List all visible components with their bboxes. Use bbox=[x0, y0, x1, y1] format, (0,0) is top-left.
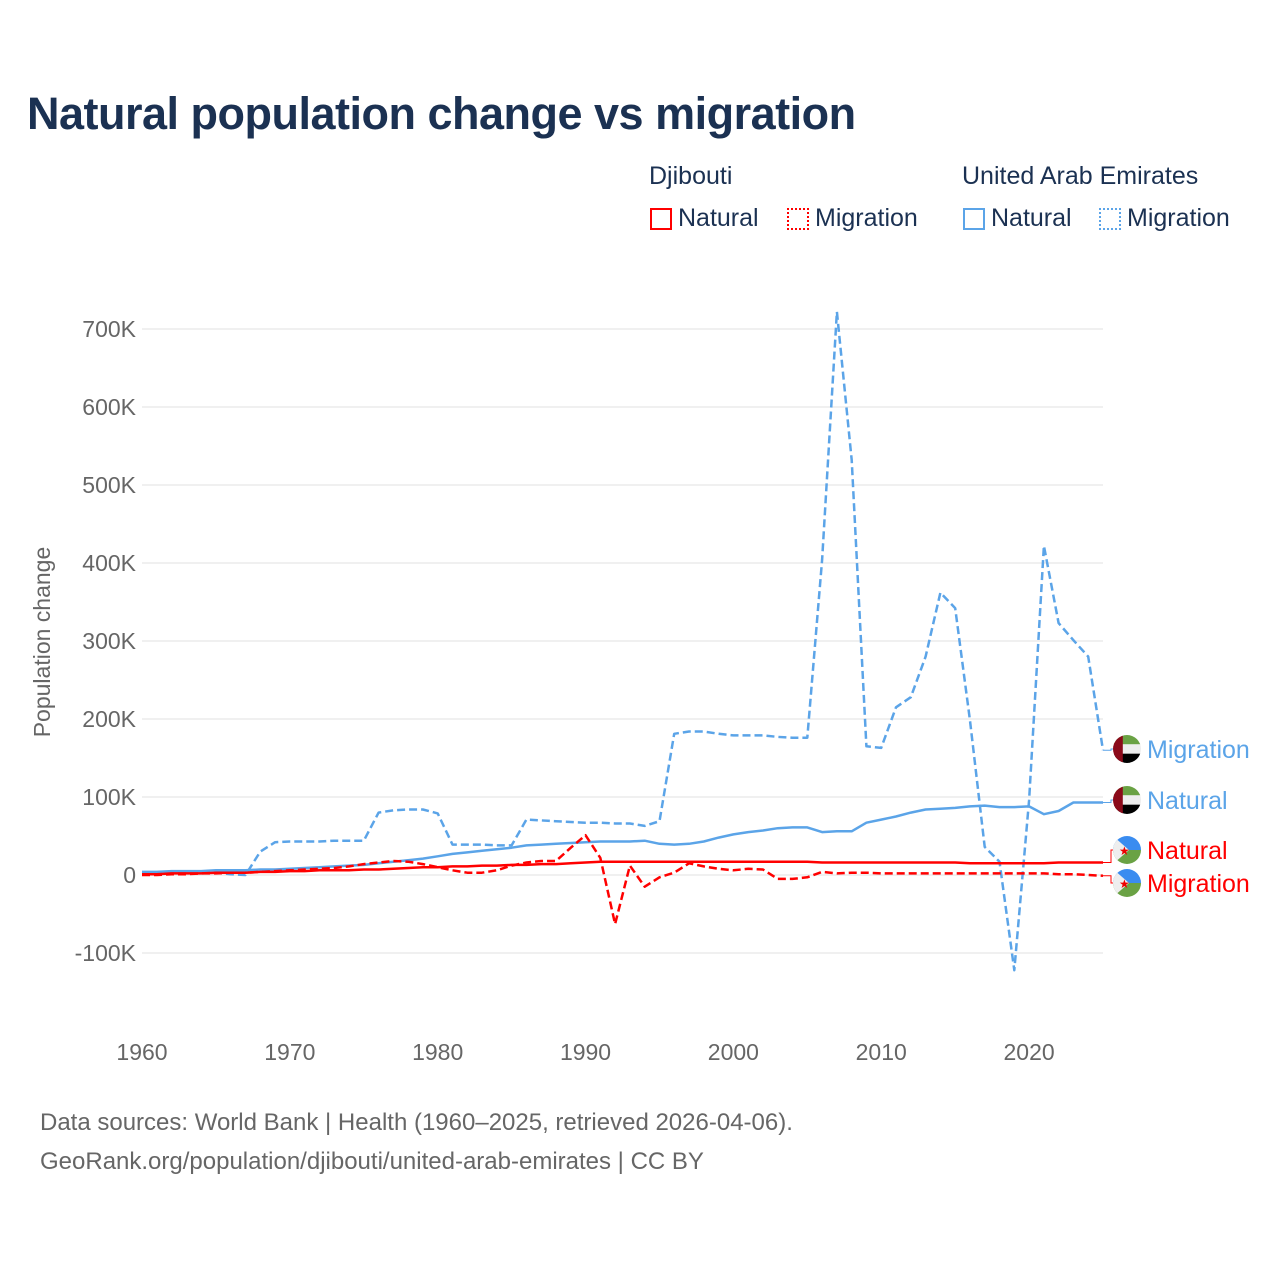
y-axis-label: Population change bbox=[29, 547, 55, 738]
legend-group-djibouti: Djibouti bbox=[649, 162, 733, 190]
series-end-label: Natural bbox=[1147, 837, 1228, 865]
x-tick-label: 1970 bbox=[264, 1039, 315, 1065]
x-tick-label: 2010 bbox=[856, 1039, 907, 1065]
uae-flag-icon bbox=[1113, 786, 1141, 814]
x-tick-label: 1960 bbox=[116, 1039, 167, 1065]
flag-stripe bbox=[1113, 786, 1123, 814]
djibouti-flag-icon: ★ bbox=[1113, 869, 1141, 897]
x-tick-label: 1990 bbox=[560, 1039, 611, 1065]
legend-label: Natural bbox=[991, 204, 1072, 232]
legend-label: Natural bbox=[678, 204, 759, 232]
solid-swatch-icon bbox=[963, 207, 985, 230]
flag-body bbox=[1113, 786, 1141, 814]
chart-title: Natural population change vs migration bbox=[27, 88, 856, 139]
x-tick-label: 1980 bbox=[412, 1039, 463, 1065]
x-tick-label: 2020 bbox=[1003, 1039, 1054, 1065]
uae-flag-icon bbox=[1113, 735, 1141, 763]
flag-triangle bbox=[1113, 869, 1129, 897]
flag-stripe bbox=[1113, 735, 1123, 763]
flag-body bbox=[1113, 735, 1141, 763]
footer-attribution: GeoRank.org/population/djibouti/united-a… bbox=[40, 1148, 704, 1175]
dotted-swatch-icon bbox=[1099, 207, 1121, 230]
flag-stripe bbox=[1113, 786, 1141, 796]
flag-triangle bbox=[1113, 836, 1129, 864]
star-icon: ★ bbox=[1119, 877, 1130, 891]
star-icon: ★ bbox=[1119, 844, 1130, 858]
series-line-united-arab-emirates-migration bbox=[142, 310, 1105, 972]
footer-sources: Data sources: World Bank | Health (1960–… bbox=[40, 1109, 793, 1136]
flag-body: ★ bbox=[1113, 836, 1141, 864]
y-tick-label: 500K bbox=[82, 472, 136, 498]
legend-uae-natural[interactable]: Natural bbox=[963, 204, 1072, 233]
flag-stripe bbox=[1113, 804, 1141, 814]
legend-djibouti-natural[interactable]: Natural bbox=[650, 204, 759, 233]
series-line-djibouti-migration bbox=[142, 833, 1104, 926]
y-tick-label: 700K bbox=[82, 316, 136, 342]
flag-stripe bbox=[1113, 753, 1141, 763]
flag-stripe bbox=[1113, 795, 1141, 805]
legend-djibouti-migration[interactable]: Migration bbox=[787, 204, 918, 233]
x-tick-label: 2000 bbox=[708, 1039, 759, 1065]
flag-stripe bbox=[1113, 735, 1141, 745]
y-tick-label: 400K bbox=[82, 550, 136, 576]
y-tick-label: 0 bbox=[123, 862, 136, 888]
flag-stripe bbox=[1113, 744, 1141, 754]
series-end-label: Migration bbox=[1147, 736, 1250, 764]
series-end-label: Migration bbox=[1147, 870, 1250, 898]
djibouti-flag-icon: ★ bbox=[1113, 836, 1141, 864]
y-tick-label: 300K bbox=[82, 628, 136, 654]
dotted-swatch-icon bbox=[787, 207, 809, 230]
y-tick-label: -100K bbox=[75, 940, 137, 966]
legend-label: Migration bbox=[1127, 204, 1230, 232]
flag-body: ★ bbox=[1113, 869, 1141, 897]
y-tick-label: 100K bbox=[82, 784, 136, 810]
series-line-united-arab-emirates-natural bbox=[142, 801, 1103, 874]
y-tick-label: 200K bbox=[82, 706, 136, 732]
series-line-djibouti-natural bbox=[142, 860, 1103, 876]
series-end-label: Natural bbox=[1147, 787, 1228, 815]
legend-uae-migration[interactable]: Migration bbox=[1099, 204, 1230, 233]
legend-label: Migration bbox=[815, 204, 918, 232]
solid-swatch-icon bbox=[650, 207, 672, 230]
legend-group-uae: United Arab Emirates bbox=[962, 162, 1199, 190]
y-tick-label: 600K bbox=[82, 394, 136, 420]
